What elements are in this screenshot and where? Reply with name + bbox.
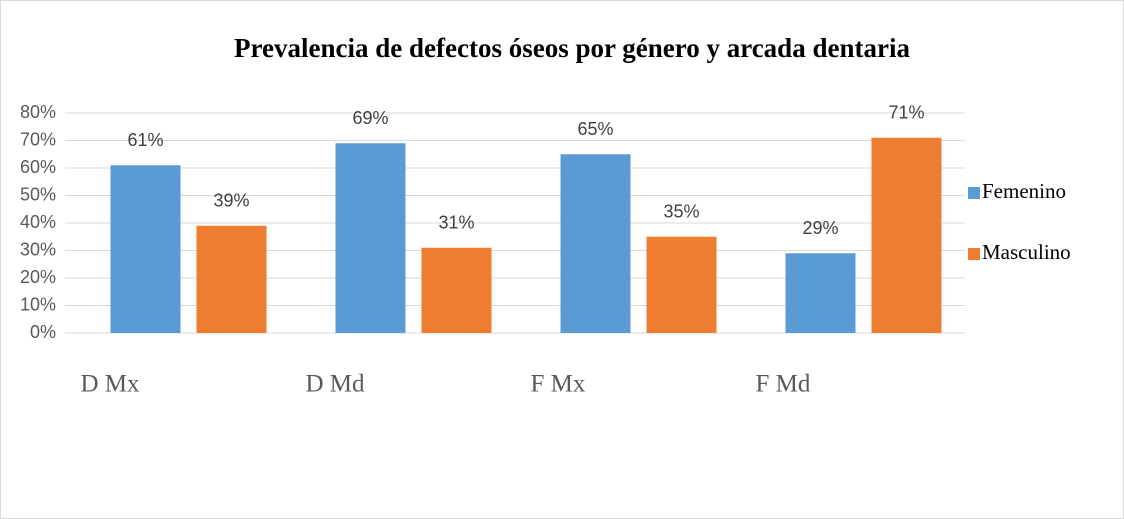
data-label: 71% (888, 103, 924, 123)
y-tick-label: 20% (20, 267, 56, 287)
x-tick-label: F Md (756, 371, 811, 398)
bar (421, 247, 492, 333)
y-tick-label: 70% (20, 129, 56, 149)
legend-label: Femenino (982, 179, 1066, 203)
x-tick-label: D Md (306, 371, 366, 398)
x-tick-label: F Mx (531, 371, 586, 398)
y-tick-label: 10% (20, 294, 56, 314)
data-label: 39% (213, 191, 249, 211)
bar (871, 137, 942, 333)
bar (335, 143, 406, 333)
bar (196, 225, 267, 333)
y-tick-label: 0% (30, 322, 56, 342)
y-tick-label: 80% (20, 102, 56, 122)
y-tick-label: 40% (20, 212, 56, 232)
legend-swatch (968, 187, 980, 199)
data-label: 65% (577, 119, 613, 139)
chart-title: Prevalencia de defectos óseos por género… (234, 33, 910, 63)
bar (646, 236, 717, 333)
data-label: 61% (127, 130, 163, 150)
data-label: 31% (438, 213, 474, 233)
data-label: 69% (352, 108, 388, 128)
y-tick-label: 60% (20, 157, 56, 177)
data-label: 29% (802, 218, 838, 238)
data-label: 35% (663, 202, 699, 222)
y-tick-label: 30% (20, 239, 56, 259)
legend-swatch (968, 248, 980, 260)
bar (110, 165, 181, 333)
x-tick-label: D Mx (81, 371, 141, 398)
bar (560, 154, 631, 333)
y-tick-label: 50% (20, 184, 56, 204)
legend-label: Masculino (982, 240, 1071, 264)
bar (785, 253, 856, 333)
